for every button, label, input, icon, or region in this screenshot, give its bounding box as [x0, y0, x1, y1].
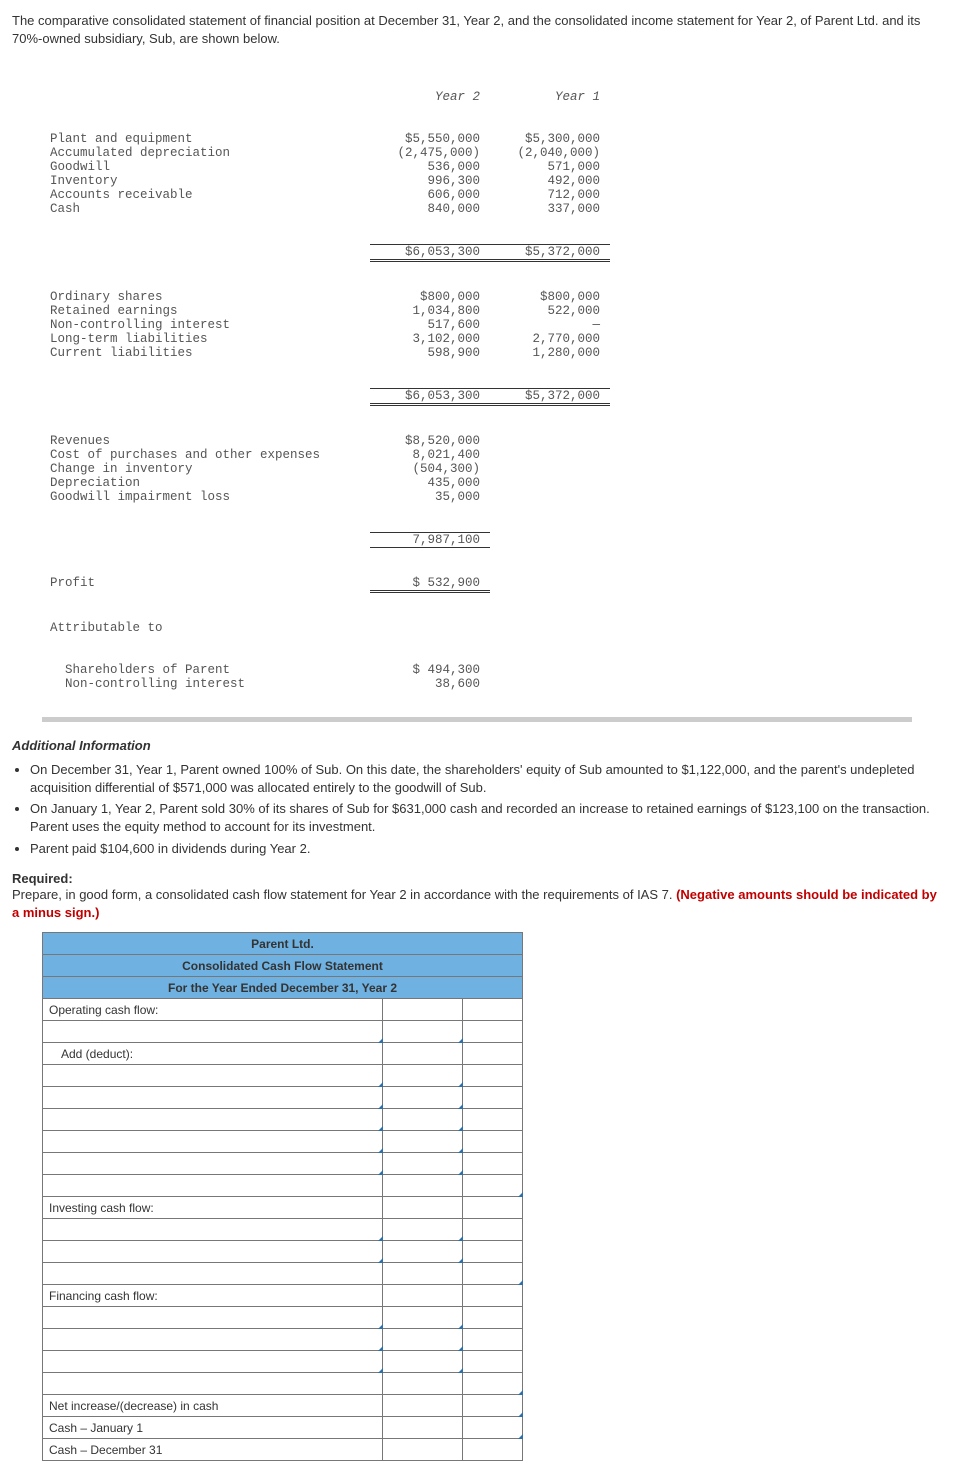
profit-label: Profit [50, 576, 370, 593]
additional-info-list: On December 31, Year 1, Parent owned 100… [30, 761, 942, 857]
answer-header-3: For the Year Ended December 31, Year 2 [43, 977, 523, 999]
row-financing: Financing cash flow: [43, 1285, 383, 1307]
required-text: Prepare, in good form, a consolidated ca… [12, 886, 942, 922]
input-line[interactable] [43, 1131, 383, 1153]
info-item: On January 1, Year 2, Parent sold 30% of… [30, 800, 942, 835]
equity-total-y2: $6,053,300 [370, 388, 490, 406]
intro-text: The comparative consolidated statement o… [12, 12, 942, 48]
input-amount[interactable] [383, 1241, 463, 1263]
info-item: On December 31, Year 1, Parent owned 100… [30, 761, 942, 796]
input-amount[interactable] [383, 1087, 463, 1109]
info-item: Parent paid $104,600 in dividends during… [30, 840, 942, 858]
row-net: Net increase/(decrease) in cash [43, 1395, 383, 1417]
input-subtotal[interactable] [463, 1373, 523, 1395]
input-line[interactable] [43, 1307, 383, 1329]
input-line[interactable] [43, 1153, 383, 1175]
answer-header-1: Parent Ltd. [43, 933, 523, 955]
input-amount[interactable] [383, 1131, 463, 1153]
input-net[interactable] [463, 1395, 523, 1417]
input-amount[interactable] [383, 1153, 463, 1175]
input-amount[interactable] [383, 1307, 463, 1329]
input-line[interactable] [43, 1351, 383, 1373]
col-year2: Year 2 [370, 90, 490, 104]
input-amount[interactable] [383, 1065, 463, 1087]
additional-info-title: Additional Information [12, 738, 942, 753]
assets-total-y2: $6,053,300 [370, 244, 490, 262]
input-line[interactable] [43, 1109, 383, 1131]
input-amount[interactable] [383, 1219, 463, 1241]
input-amount[interactable] [383, 1109, 463, 1131]
input-line[interactable] [43, 1087, 383, 1109]
row-cash-jan: Cash – January 1 [43, 1417, 383, 1439]
financial-table: Year 2 Year 1 Plant and equipment$5,550,… [42, 58, 942, 709]
input-subtotal[interactable] [463, 1175, 523, 1197]
input-cash-jan[interactable] [463, 1417, 523, 1439]
input-amount[interactable] [383, 1021, 463, 1043]
required-body: Prepare, in good form, a consolidated ca… [12, 887, 676, 902]
row-add-deduct: Add (deduct): [43, 1043, 383, 1065]
row-operating: Operating cash flow: [43, 999, 383, 1021]
required-label: Required: [12, 871, 942, 886]
row-cash-dec: Cash – December 31 [43, 1439, 383, 1461]
answer-table: Parent Ltd. Consolidated Cash Flow State… [42, 932, 523, 1461]
equity-total-y1: $5,372,000 [490, 388, 610, 406]
input-line[interactable] [43, 1219, 383, 1241]
attributable-label: Attributable to [50, 621, 370, 635]
profit-value: $ 532,900 [370, 576, 490, 593]
income-subtotal: 7,987,100 [370, 532, 490, 548]
scroll-indicator [42, 717, 912, 722]
input-line[interactable] [43, 1241, 383, 1263]
input-subtotal[interactable] [463, 1263, 523, 1285]
assets-total-y1: $5,372,000 [490, 244, 610, 262]
row-investing: Investing cash flow: [43, 1197, 383, 1219]
answer-header-2: Consolidated Cash Flow Statement [43, 955, 523, 977]
col-year1: Year 1 [490, 90, 610, 104]
input-amount[interactable] [383, 1351, 463, 1373]
input-line[interactable] [43, 1021, 383, 1043]
input-line[interactable] [43, 1065, 383, 1087]
